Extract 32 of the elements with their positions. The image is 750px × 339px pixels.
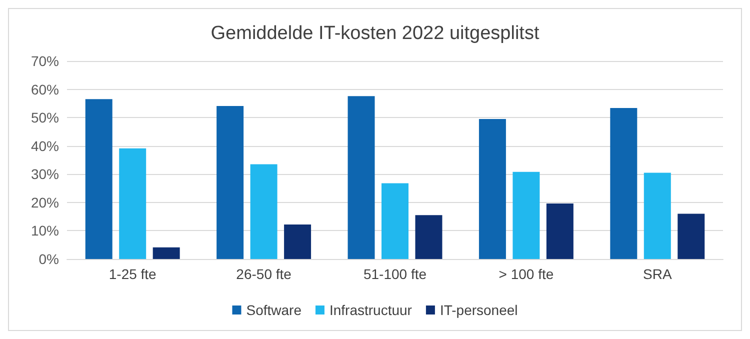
x-tick-label: SRA	[643, 266, 672, 282]
y-tick-label: 40%	[30, 138, 59, 154]
legend-label: Infrastructuur	[329, 302, 412, 318]
bar	[610, 108, 638, 259]
legend-label: IT-personeel	[440, 302, 518, 318]
x-tick-label: 1-25 fte	[108, 266, 157, 282]
bar	[478, 118, 506, 259]
bar	[119, 148, 146, 259]
x-tick-label: 26-50 fte	[236, 266, 292, 282]
x-tick-label: > 100 fte	[498, 266, 554, 282]
bar	[546, 204, 574, 259]
y-tick-label: 60%	[30, 81, 59, 98]
y-tick-label: 20%	[30, 194, 59, 210]
y-tick-label: 50%	[30, 110, 59, 126]
chart-title: Gemiddelde IT-kosten 2022 uitgesplitst	[210, 23, 540, 44]
y-tick-label: 30%	[30, 166, 59, 182]
bar	[348, 96, 375, 259]
legend-label: Software	[246, 302, 302, 318]
bar	[644, 172, 671, 259]
bar	[85, 99, 112, 259]
bar	[284, 224, 312, 259]
x-tick-label: 51-100 fte	[363, 266, 427, 282]
y-tick-label: 0%	[38, 251, 59, 267]
bar	[415, 215, 442, 259]
y-tick-label: 70%	[30, 53, 59, 69]
bar	[512, 172, 540, 259]
bar	[678, 214, 705, 259]
y-tick-label: 10%	[30, 222, 59, 239]
bar	[382, 183, 408, 259]
bar	[216, 106, 244, 259]
bar	[152, 247, 180, 259]
bar	[250, 164, 278, 259]
